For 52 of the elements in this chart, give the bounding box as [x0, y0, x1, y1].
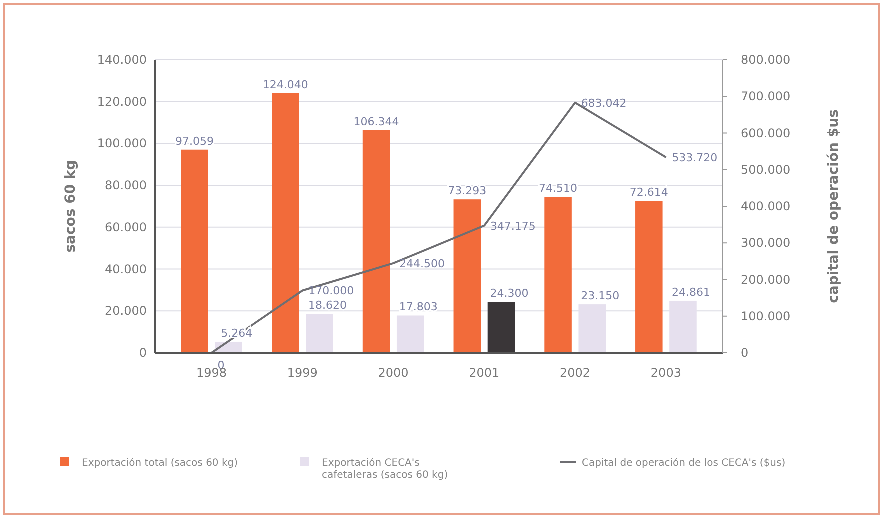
y2-tick-label: 0	[741, 346, 749, 360]
y2-axis-title: capital de operación $us	[826, 110, 842, 304]
y2-tick-label: 200.000	[741, 272, 791, 287]
legend-label: Exportación total (sacos 60 kg)	[82, 458, 238, 469]
data-label: 72.614	[630, 186, 668, 200]
data-label: 124.040	[262, 78, 308, 92]
y-tick-label: 100.000	[97, 136, 147, 151]
bar	[306, 314, 334, 353]
y-axis-title: sacos 60 kg	[63, 160, 79, 253]
data-label: 24.300	[490, 287, 529, 300]
bar	[544, 197, 572, 353]
bar	[636, 201, 663, 353]
data-label: 18.620	[308, 299, 347, 312]
bar	[362, 130, 390, 353]
y2-tick-label: 800.000	[741, 53, 791, 67]
y-tick-label: 20.000	[105, 304, 147, 318]
data-label: 24.861	[672, 286, 710, 299]
data-label: 97.059	[176, 134, 214, 148]
y2-tick-label: 100.000	[741, 309, 791, 324]
y2-tick-label: 500.000	[741, 162, 791, 177]
data-label: 74.510	[539, 182, 578, 196]
data-label: 106.344	[354, 115, 400, 128]
y2-tick-label: 300.000	[741, 236, 791, 250]
y2-tick-label: 600.000	[741, 126, 791, 140]
data-label: 17.803	[399, 300, 438, 314]
bar	[181, 150, 208, 353]
data-label: 244.500	[400, 257, 446, 270]
y-tick-label: 40.000	[105, 262, 147, 276]
y2-tick-label: 700.000	[741, 90, 791, 104]
data-label: 683.042	[581, 96, 627, 110]
y-tick-label: 0	[139, 346, 147, 360]
x-tick-label: 2000	[378, 366, 409, 380]
bar	[272, 93, 300, 353]
legend-label: Exportación CECA's cafetaleras (sacos 60 kg)	[322, 458, 448, 481]
x-tick-label: 2003	[650, 366, 682, 380]
data-label: 533.720	[672, 152, 718, 165]
y2-tick-label: 400.000	[741, 200, 791, 214]
y-tick-label: 120.000	[97, 94, 147, 109]
y-tick-label: 80.000	[105, 178, 147, 193]
x-tick-label: 2001	[469, 366, 500, 380]
data-label: 170.000	[308, 284, 354, 298]
data-label: 73.293	[448, 184, 487, 198]
bar	[488, 302, 516, 353]
x-tick-label: 1999	[287, 366, 318, 380]
bar	[454, 200, 482, 353]
y-tick-label: 60.000	[105, 220, 147, 234]
legend-label: Capital de operación de los CECA's ($us)	[582, 458, 786, 469]
data-label: 23.150	[581, 290, 620, 303]
x-tick-label: 2002	[560, 366, 591, 380]
data-label: 347.175	[490, 220, 536, 233]
y-tick-label: 140.000	[97, 53, 147, 67]
bar	[396, 316, 424, 353]
